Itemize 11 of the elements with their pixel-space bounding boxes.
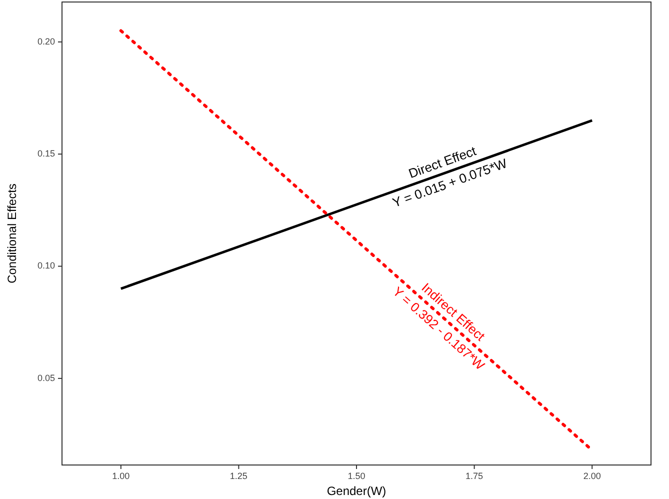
- y-tick-label: 0.20: [37, 36, 55, 46]
- y-axis-title: Conditional Effects: [5, 184, 19, 284]
- x-tick-label: 1.25: [230, 471, 248, 481]
- y-tick-label: 0.10: [37, 260, 55, 271]
- x-tick-label: 1.75: [466, 471, 484, 481]
- x-axis-title: Gender(W): [326, 484, 386, 498]
- x-tick-label: 1.00: [112, 471, 130, 481]
- y-tick-label: 0.15: [37, 148, 55, 158]
- x-tick-label: 2.00: [583, 471, 601, 481]
- y-tick-label: 0.05: [37, 372, 55, 383]
- x-tick-label: 1.50: [348, 471, 366, 481]
